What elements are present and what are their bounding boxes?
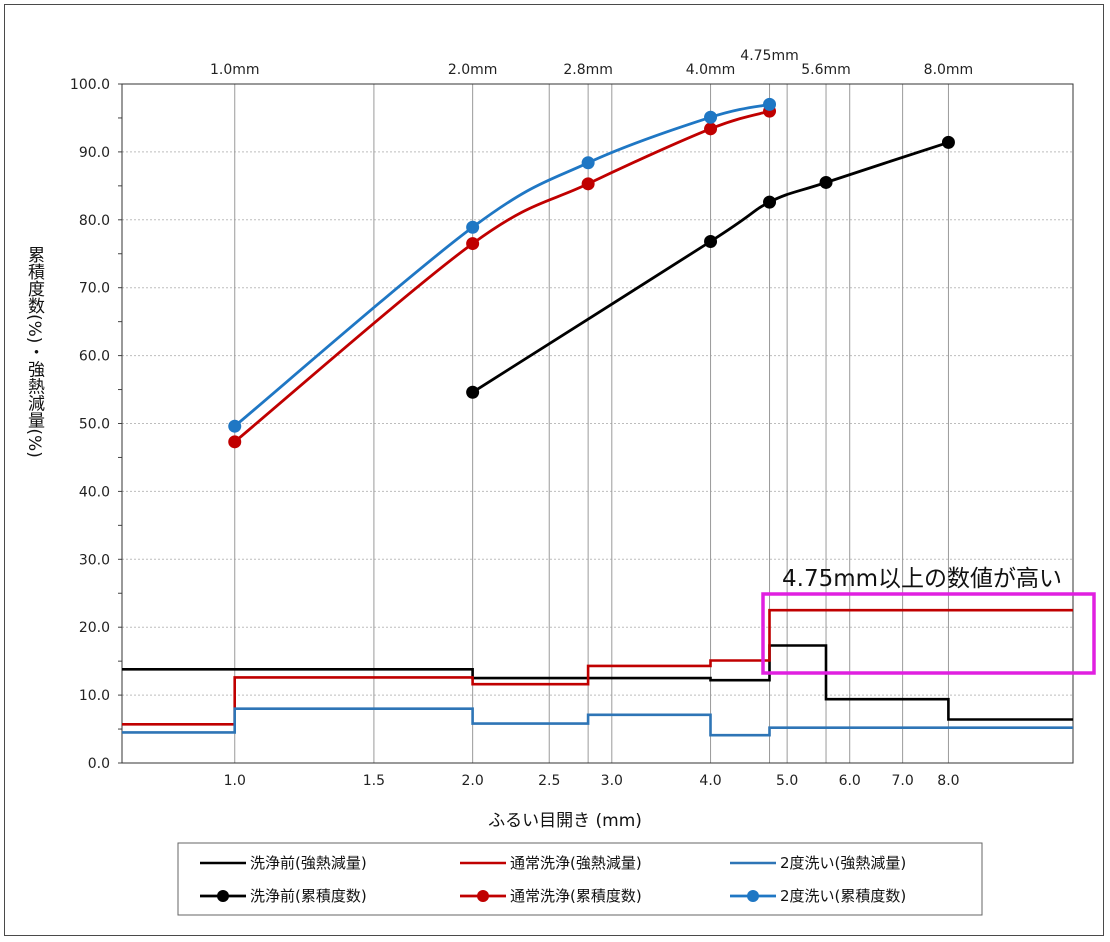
grid-layer — [122, 83, 1073, 764]
y-axis-title: 累積度数(%)・強熱減量(%) — [24, 246, 45, 458]
legend-marker — [747, 890, 759, 902]
y-tick-label: 30.0 — [79, 552, 110, 568]
data-point — [581, 177, 595, 191]
x-axis-title: ふるい目開き (mm) — [488, 811, 642, 831]
annotation-box — [761, 592, 1096, 675]
legend-label: 洗浄前(累積度数) — [250, 887, 367, 905]
x-tick-label: 2.5 — [538, 773, 560, 789]
y-tick-label: 90.0 — [79, 145, 110, 161]
annotation: 4.75mm以上の数値が高い — [761, 566, 1096, 675]
plot-area-border — [121, 83, 1074, 764]
axis-layer: 0.0 10.0 20.0 30.0 40.0 50.0 60.0 70.0 80.0 90.0 1… — [70, 48, 1074, 789]
cumulative-series-line — [471, 141, 949, 394]
legend-label: 通常洗浄(強熱減量) — [510, 854, 642, 872]
data-point — [704, 235, 718, 249]
data-point — [228, 435, 242, 449]
x-top-tick-label: 4.0mm — [686, 62, 736, 78]
y-tick-label: 70.0 — [79, 281, 110, 297]
legend-label: 2度洗い(強熱減量) — [780, 854, 906, 872]
legend: 洗浄前(強熱減量) 通常洗浄(強熱減量) 2度洗い(強熱減量) 洗浄前(累積度数) 通常… — [177, 842, 983, 916]
x-tick-label: 3.0 — [601, 773, 623, 789]
cumulative-series-line — [233, 109, 770, 443]
x-tick-label: 6.0 — [839, 773, 861, 789]
data-point — [819, 175, 833, 189]
data-point — [466, 237, 480, 251]
x-tick-label: 5.0 — [776, 773, 798, 789]
chart-frame — [4, 4, 1104, 936]
series-layer — [122, 97, 1073, 737]
x-tick-label: 1.0 — [224, 773, 246, 789]
x-tick-label: 2.0 — [462, 773, 484, 789]
x-top-tick-label: 2.0mm — [448, 62, 498, 78]
x-tick-label: 4.0 — [699, 773, 721, 789]
y-tick-label: 50.0 — [79, 417, 110, 433]
annotation-text: 4.75mm以上の数値が高い — [782, 566, 1062, 592]
data-point — [466, 220, 480, 234]
y-tick-label: 10.0 — [79, 688, 110, 704]
data-point — [704, 110, 718, 124]
step-series-line — [122, 707, 1073, 737]
y-tick-label: 100.0 — [70, 77, 110, 93]
legend-label: 2度洗い(累積度数) — [780, 887, 906, 905]
x-top-tick-label: 1.0mm — [210, 62, 260, 78]
data-point — [941, 135, 955, 149]
x-tick-label: 7.0 — [891, 773, 913, 789]
cumulative-series-line — [233, 103, 770, 428]
data-point — [704, 122, 718, 136]
data-point — [763, 97, 777, 111]
legend-label: 洗浄前(強熱減量) — [250, 854, 367, 872]
legend-marker — [477, 890, 489, 902]
x-top-tick-label: 2.8mm — [563, 62, 613, 78]
data-point — [466, 385, 480, 399]
data-point — [228, 419, 242, 433]
y-tick-label: 0.0 — [88, 756, 110, 772]
legend-label: 通常洗浄(累積度数) — [510, 887, 642, 905]
y-tick-label: 20.0 — [79, 620, 110, 636]
x-tick-label: 1.5 — [363, 773, 385, 789]
data-point — [581, 156, 595, 170]
x-top-tick-label: 8.0mm — [924, 62, 974, 78]
y-tick-label: 60.0 — [79, 349, 110, 365]
data-point — [763, 195, 777, 209]
x-tick-label: 8.0 — [937, 773, 959, 789]
legend-marker — [217, 890, 229, 902]
x-top-tick-label: 5.6mm — [801, 62, 851, 78]
y-tick-label: 80.0 — [79, 213, 110, 229]
x-top-tick-label: 4.75mm — [740, 48, 798, 64]
legend-box — [177, 842, 983, 916]
y-tick-label: 40.0 — [79, 484, 110, 500]
step-series-line — [122, 608, 1073, 726]
